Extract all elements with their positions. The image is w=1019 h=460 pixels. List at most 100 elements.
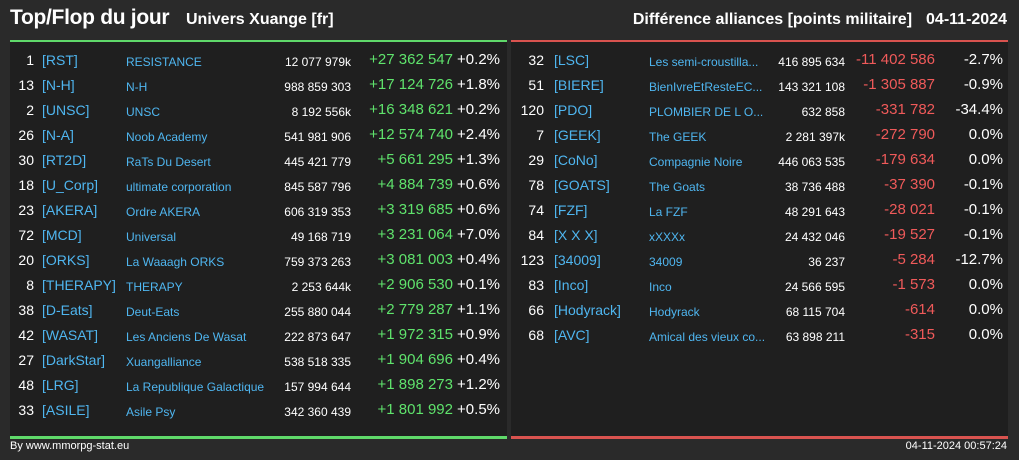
- points-cell: 157 994 644: [284, 380, 351, 394]
- rank-cell: 68: [528, 327, 544, 343]
- difference-cell: +3 081 003: [377, 251, 454, 268]
- alliance-name-link[interactable]: Les Anciens De Wasat: [126, 330, 247, 344]
- difference-cell: -331 782: [875, 101, 935, 118]
- alliance-tag-link[interactable]: [PDO]: [554, 102, 593, 118]
- alliance-tag-link[interactable]: [FZF]: [554, 202, 588, 218]
- top-panel: 1 [RST] RESISTANCE 12 077 979k +27 362 547 +0…: [10, 40, 507, 439]
- alliance-tag-link[interactable]: [ORKS]: [42, 252, 90, 268]
- alliance-name-link[interactable]: Hodyrack: [649, 305, 700, 319]
- alliance-tag-link[interactable]: [CoNo]: [554, 152, 598, 168]
- points-cell: 342 360 439: [284, 405, 351, 419]
- alliance-tag-link[interactable]: [LSC]: [554, 52, 590, 68]
- alliance-name-link[interactable]: Deut-Eats: [126, 305, 180, 319]
- rank-cell: 84: [528, 227, 544, 243]
- alliance-name-link[interactable]: Universal: [126, 230, 177, 244]
- flop-row: 7 [GEEK] The GEEK 2 281 397k -272 790 0.0%: [511, 124, 1008, 149]
- rank-cell: 2: [26, 102, 34, 118]
- alliance-name-link[interactable]: RESISTANCE: [126, 55, 202, 69]
- alliance-tag-link[interactable]: [X X X]: [554, 227, 598, 243]
- difference-cell: +1 898 273: [377, 376, 454, 393]
- alliance-tag-link[interactable]: [LRG]: [42, 377, 79, 393]
- alliance-name-link[interactable]: The Goats: [649, 180, 706, 194]
- rank-cell: 1: [26, 52, 34, 68]
- alliance-name-link[interactable]: La FZF: [649, 205, 688, 219]
- points-cell: 632 858: [801, 105, 845, 119]
- alliance-tag-link[interactable]: [WASAT]: [42, 327, 98, 343]
- alliance-tag-link[interactable]: [U_Corp]: [42, 177, 99, 193]
- alliance-name-link[interactable]: Compagnie Noire: [649, 155, 743, 169]
- alliance-tag-link[interactable]: [34009]: [554, 252, 601, 268]
- alliance-name-link[interactable]: The GEEK: [649, 130, 707, 144]
- difference-cell: -272 790: [875, 126, 935, 143]
- difference-cell: +3 319 685: [377, 201, 454, 218]
- rank-cell: 32: [528, 52, 544, 68]
- alliance-name-link[interactable]: xXXXx: [649, 230, 686, 244]
- flop-row: 51 [BIERE] BienIvreEtResteEC... 143 321 108…: [511, 74, 1008, 99]
- alliance-name-link[interactable]: La Republique Galactique: [126, 380, 265, 394]
- alliance-name-link[interactable]: UNSC: [126, 105, 161, 119]
- alliance-tag-link[interactable]: [AKERA]: [42, 202, 98, 218]
- difference-cell: +12 574 740: [369, 126, 453, 143]
- rank-cell: 120: [520, 102, 544, 118]
- difference-cell: +2 906 530: [377, 276, 454, 293]
- percent-cell: -0.1%: [963, 176, 1003, 193]
- alliance-tag-link[interactable]: [MCD]: [42, 227, 82, 243]
- flop-row: 120 [PDO] PLOMBIER DE L O... 632 858 -331 78…: [511, 99, 1008, 124]
- difference-cell: +27 362 547: [369, 51, 453, 68]
- alliance-name-link[interactable]: Inco: [649, 280, 672, 294]
- difference-cell: +2 779 287: [377, 301, 454, 318]
- points-cell: 143 321 108: [778, 80, 845, 94]
- rank-cell: 78: [528, 177, 544, 193]
- alliance-name-link[interactable]: N-H: [126, 80, 148, 94]
- difference-cell: +3 231 064: [377, 226, 454, 243]
- top-row: 33 [ASILE] Asile Psy 342 360 439 +1 801 992 +…: [10, 399, 507, 424]
- alliance-name-link[interactable]: Noob Academy: [126, 130, 208, 144]
- alliance-tag-link[interactable]: [Hodyrack]: [554, 302, 621, 318]
- footer-timestamp: 04-11-2024 00:57:24: [905, 440, 1007, 452]
- alliance-tag-link[interactable]: [Inco]: [554, 277, 589, 293]
- alliance-name-link[interactable]: Amical des vieux co...: [649, 330, 766, 344]
- difference-cell: +17 124 726: [369, 76, 453, 93]
- rank-cell: 51: [528, 77, 544, 93]
- alliance-tag-link[interactable]: [GOATS]: [554, 177, 610, 193]
- alliance-tag-link[interactable]: [RT2D]: [42, 152, 87, 168]
- percent-cell: +0.2%: [457, 101, 500, 118]
- alliance-tag-link[interactable]: [DarkStar]: [42, 352, 106, 368]
- alliance-tag-link[interactable]: [N-A]: [42, 127, 74, 143]
- percent-cell: +0.6%: [457, 201, 500, 218]
- alliance-name-link[interactable]: Les semi-croustilla...: [649, 55, 759, 69]
- alliance-name-link[interactable]: Xuangalliance: [126, 355, 202, 369]
- rank-cell: 26: [18, 127, 34, 143]
- difference-cell: -5 284: [892, 251, 935, 268]
- difference-cell: -11 402 586: [856, 51, 935, 68]
- alliance-name-link[interactable]: Asile Psy: [126, 405, 176, 419]
- alliance-name-link[interactable]: THERAPY: [126, 280, 183, 294]
- alliance-tag-link[interactable]: [AVC]: [554, 327, 590, 343]
- page-title: Top/Flop du jour: [10, 6, 170, 29]
- alliance-tag-link[interactable]: [UNSC]: [42, 102, 90, 118]
- percent-cell: +0.4%: [457, 251, 500, 268]
- alliance-name-link[interactable]: PLOMBIER DE L O...: [649, 105, 764, 119]
- alliance-tag-link[interactable]: [N-H]: [42, 77, 75, 93]
- flop-row: 83 [Inco] Inco 24 566 595 -1 573 0.0%: [511, 274, 1008, 299]
- alliance-name-link[interactable]: ultimate corporation: [126, 180, 232, 194]
- alliance-tag-link[interactable]: [GEEK]: [554, 127, 601, 143]
- top-row: 30 [RT2D] RaTs Du Desert 445 421 779 +5 661 …: [10, 149, 507, 174]
- flop-row: 68 [AVC] Amical des vieux co... 63 898 211 -…: [511, 324, 1008, 349]
- alliance-name-link[interactable]: 34009: [649, 255, 683, 269]
- alliance-name-link[interactable]: BienIvreEtResteEC...: [649, 80, 763, 94]
- alliance-tag-link[interactable]: [THERAPY]: [42, 277, 116, 293]
- alliance-tag-link[interactable]: [ASILE]: [42, 402, 90, 418]
- rank-cell: 74: [528, 202, 544, 218]
- alliance-name-link[interactable]: RaTs Du Desert: [126, 155, 211, 169]
- alliance-tag-link[interactable]: [RST]: [42, 52, 78, 68]
- alliance-tag-link[interactable]: [BIERE]: [554, 77, 604, 93]
- header-right: Différence alliances [points militaire] 0…: [633, 11, 1007, 29]
- alliance-name-link[interactable]: Ordre AKERA: [126, 205, 201, 219]
- difference-cell: -37 390: [884, 176, 935, 193]
- rank-cell: 72: [18, 227, 34, 243]
- alliance-name-link[interactable]: La Waaagh ORKS: [126, 255, 225, 269]
- points-cell: 759 373 263: [284, 255, 351, 269]
- rank-cell: 30: [18, 152, 34, 168]
- alliance-tag-link[interactable]: [D-Eats]: [42, 302, 93, 318]
